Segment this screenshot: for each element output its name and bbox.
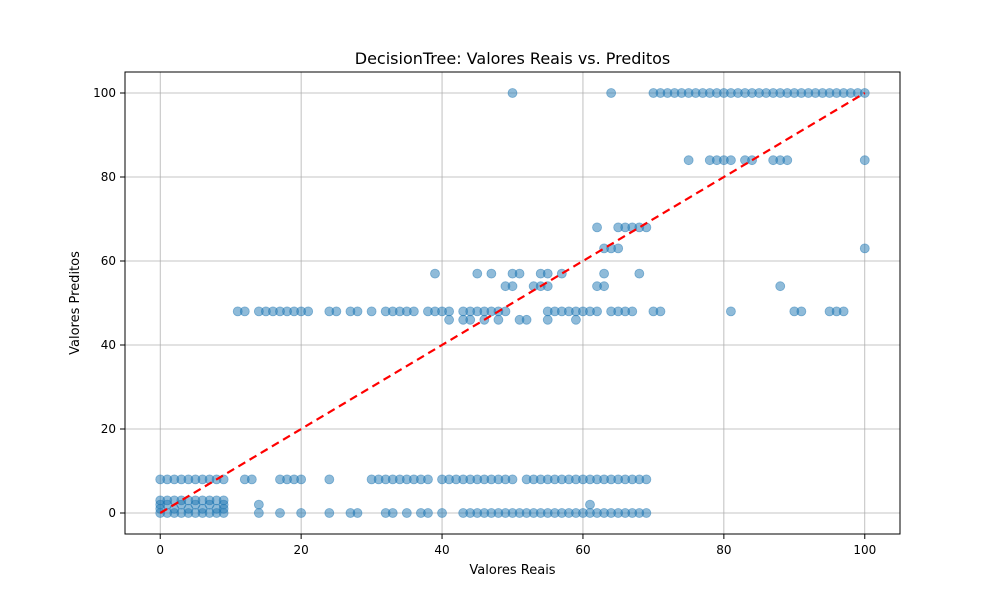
scatter-point bbox=[331, 306, 342, 317]
scatter-point bbox=[253, 499, 264, 510]
scatter-point bbox=[444, 306, 454, 317]
scatter-point bbox=[542, 314, 553, 325]
scatter-point bbox=[324, 474, 335, 485]
scatter-point bbox=[859, 155, 870, 166]
scatter-point bbox=[246, 474, 257, 485]
scatter-point bbox=[613, 243, 624, 254]
scatter-point bbox=[423, 474, 433, 485]
scatter-point bbox=[437, 508, 447, 518]
reference-line bbox=[159, 92, 866, 514]
y-axis-label: Valores Preditos bbox=[68, 251, 83, 355]
x-axis-label: Valores Reais bbox=[469, 563, 555, 578]
scatter-point bbox=[430, 268, 440, 279]
scatter-point bbox=[507, 88, 518, 98]
scatter-point bbox=[401, 508, 412, 518]
scatter-point bbox=[218, 495, 229, 506]
scatter-point bbox=[472, 268, 483, 279]
scatter-point bbox=[514, 268, 525, 279]
x-tick-label: 40 bbox=[434, 543, 449, 557]
scatter-point bbox=[859, 243, 870, 254]
scatter-point bbox=[493, 314, 504, 325]
scatter-point bbox=[352, 508, 363, 518]
x-tick-label: 60 bbox=[575, 543, 590, 557]
scatter-point bbox=[726, 306, 736, 317]
x-tick-label: 20 bbox=[293, 543, 308, 557]
scatter-point bbox=[592, 222, 602, 233]
scatter-point bbox=[726, 155, 736, 166]
scatter-point bbox=[634, 268, 645, 279]
scatter-point bbox=[387, 508, 398, 518]
scatter-point bbox=[352, 306, 363, 317]
y-tick-label: 20 bbox=[101, 422, 116, 436]
x-tick-label: 100 bbox=[853, 543, 876, 557]
scatter-point bbox=[366, 306, 377, 317]
scatter-point bbox=[408, 306, 419, 317]
scatter-point bbox=[507, 281, 518, 292]
scatter-point bbox=[683, 155, 694, 166]
scatter-point bbox=[423, 508, 433, 518]
scatter-point bbox=[324, 508, 335, 518]
scatter-point bbox=[782, 155, 793, 166]
scatter-point bbox=[239, 306, 250, 317]
scatter-point bbox=[507, 474, 518, 485]
y-tick-label: 0 bbox=[108, 506, 116, 520]
scatter-point bbox=[296, 508, 307, 518]
chart-title: DecisionTree: Valores Reais vs. Preditos bbox=[355, 49, 671, 68]
scatter-point bbox=[296, 474, 307, 485]
scatter-point bbox=[627, 306, 638, 317]
plot-frame bbox=[124, 71, 901, 535]
scatter-point bbox=[521, 314, 532, 325]
scatter-point bbox=[655, 306, 666, 317]
scatter-point bbox=[585, 499, 595, 510]
scatter-point bbox=[599, 268, 609, 279]
scatter-point bbox=[275, 508, 285, 518]
scatter-point bbox=[775, 281, 786, 292]
scatter-point bbox=[500, 306, 511, 317]
scatter-point bbox=[641, 474, 652, 485]
scatter-point bbox=[838, 306, 849, 317]
scatter-point bbox=[571, 314, 581, 325]
scatter-point bbox=[641, 508, 652, 518]
x-tick-label: 80 bbox=[716, 543, 731, 557]
scatter-point bbox=[606, 88, 617, 98]
scatter-point bbox=[444, 314, 454, 325]
scatter-point bbox=[592, 306, 602, 317]
y-axis-ticks: 0 20 40 60 80 100 bbox=[93, 86, 125, 520]
x-tick-label: 0 bbox=[156, 543, 164, 557]
y-tick-label: 80 bbox=[101, 170, 116, 184]
scatter-point bbox=[599, 281, 609, 292]
y-tick-label: 100 bbox=[93, 86, 116, 100]
y-tick-label: 40 bbox=[101, 338, 116, 352]
x-axis-ticks: 0 20 40 60 80 100 bbox=[156, 534, 876, 557]
scatter-point bbox=[796, 306, 807, 317]
scatter-point bbox=[542, 268, 553, 279]
scatter-point bbox=[465, 314, 476, 325]
scatter-point bbox=[486, 268, 497, 279]
scatter-point bbox=[253, 508, 264, 518]
scatter-point bbox=[303, 306, 314, 317]
y-tick-label: 60 bbox=[101, 254, 116, 268]
